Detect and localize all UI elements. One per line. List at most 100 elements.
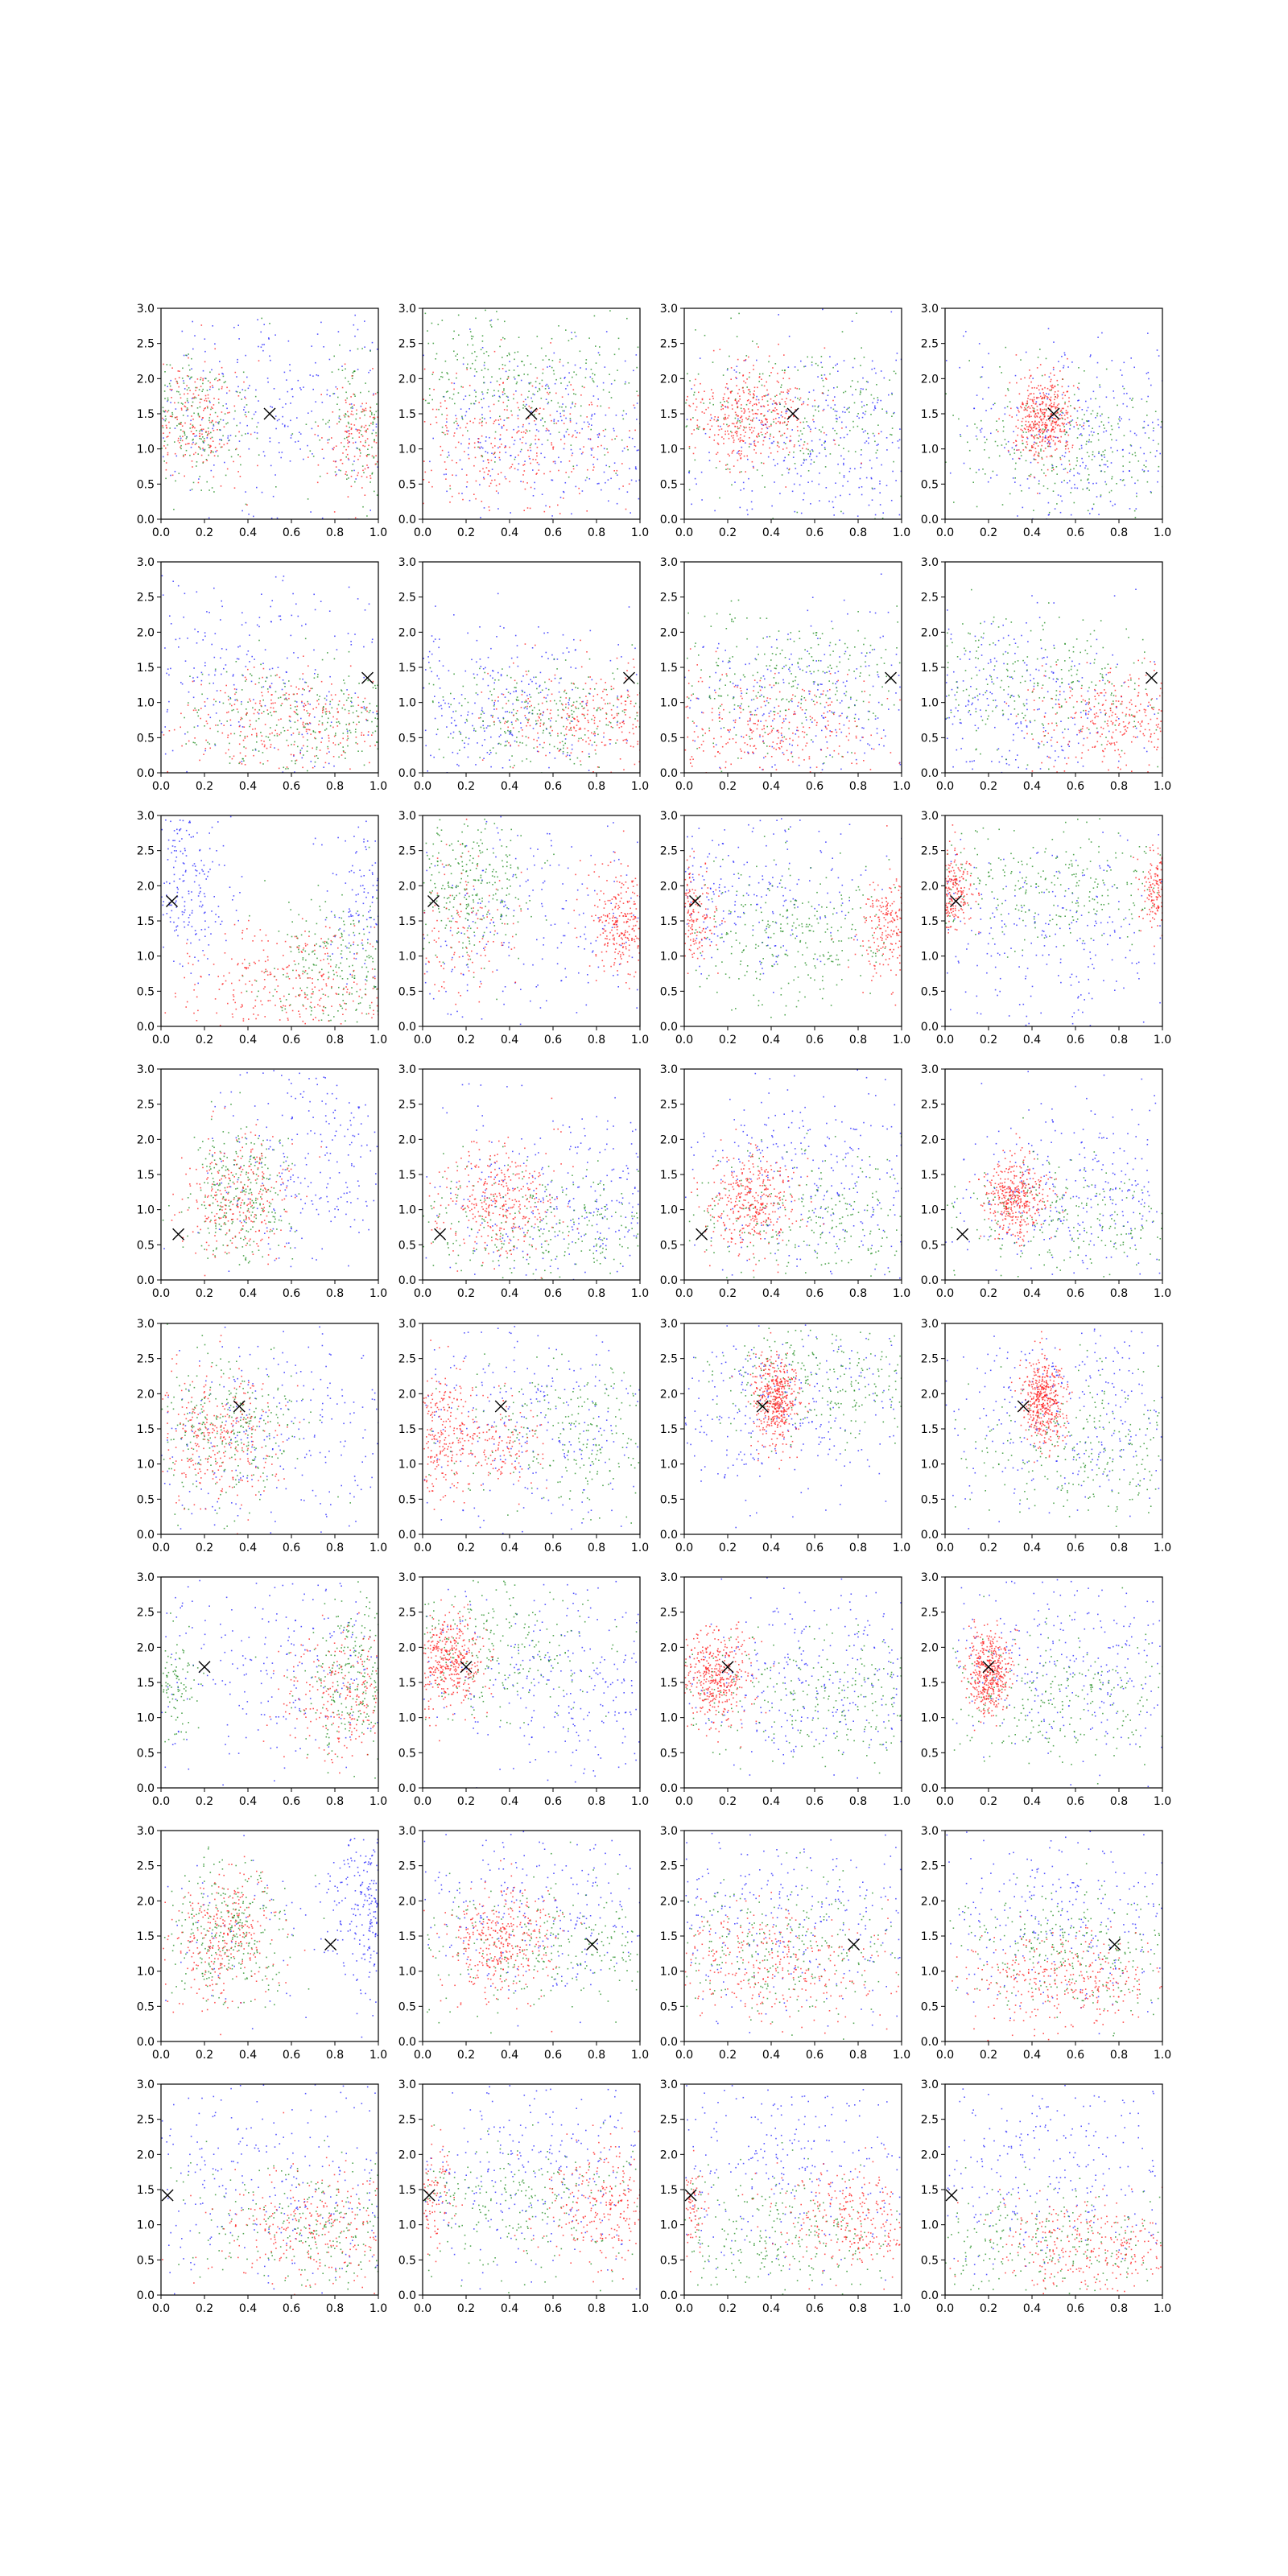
red-point	[204, 748, 207, 749]
red-point	[803, 444, 805, 446]
blue-point	[535, 429, 538, 431]
green-point	[177, 402, 180, 404]
red-point	[328, 737, 330, 739]
red-point	[316, 707, 317, 708]
blue-point	[434, 696, 436, 697]
red-point	[180, 397, 182, 399]
blue-point	[843, 464, 844, 466]
green-point	[270, 675, 272, 677]
red-point	[458, 493, 460, 494]
red-point	[736, 385, 737, 386]
blue-point	[208, 388, 211, 390]
red-point	[689, 406, 691, 407]
red-point	[341, 386, 344, 389]
green-point	[597, 707, 599, 709]
red-point	[504, 447, 506, 448]
blue-point	[258, 712, 260, 715]
blue-point	[514, 740, 516, 742]
blue-point	[299, 431, 300, 433]
blue-point	[299, 751, 301, 753]
blue-point	[355, 478, 357, 480]
red-point	[616, 469, 618, 472]
red-point	[1045, 437, 1047, 439]
red-point	[739, 417, 741, 419]
red-point	[489, 510, 490, 511]
green-point	[187, 731, 188, 733]
red-point	[228, 711, 229, 713]
blue-point	[301, 693, 303, 696]
red-point	[728, 433, 729, 435]
green-point	[491, 700, 493, 702]
red-point	[536, 461, 539, 464]
blue-point	[245, 666, 247, 667]
green-point	[726, 423, 728, 426]
green-point	[362, 701, 365, 703]
green-point	[497, 400, 500, 402]
green-point	[751, 409, 753, 411]
green-point	[1097, 433, 1099, 435]
red-point	[1039, 415, 1042, 418]
red-point	[1042, 450, 1045, 452]
red-point	[1031, 398, 1033, 401]
green-point	[573, 683, 575, 685]
green-point	[455, 355, 456, 357]
green-point	[997, 444, 999, 447]
green-point	[229, 703, 231, 705]
red-point	[293, 754, 295, 756]
red-point	[312, 747, 313, 749]
red-point	[363, 427, 365, 428]
red-point	[757, 441, 759, 443]
green-point	[1088, 474, 1090, 476]
red-point	[525, 429, 527, 431]
red-point	[726, 400, 728, 402]
blue-point	[875, 372, 877, 374]
green-point	[559, 700, 561, 702]
blue-point	[604, 366, 606, 368]
red-point	[205, 739, 207, 741]
red-point	[1054, 386, 1056, 387]
red-point	[445, 469, 447, 470]
red-point	[372, 394, 374, 396]
blue-point	[993, 403, 994, 406]
green-point	[509, 353, 510, 356]
red-point	[272, 707, 275, 709]
red-point	[497, 419, 500, 421]
blue-point	[262, 686, 265, 687]
red-point	[1042, 396, 1043, 398]
red-point	[230, 733, 232, 735]
red-point	[1051, 385, 1053, 387]
red-point	[555, 392, 557, 394]
red-point	[506, 429, 508, 431]
green-point	[485, 309, 486, 312]
blue-point	[1103, 464, 1105, 465]
green-point	[1132, 398, 1133, 399]
green-point	[861, 406, 863, 408]
red-point	[254, 702, 257, 704]
red-point	[735, 377, 737, 378]
red-point	[877, 432, 880, 435]
green-point	[731, 390, 733, 392]
green-point	[994, 402, 996, 404]
green-point	[562, 751, 564, 753]
green-point	[458, 334, 460, 336]
green-point	[163, 411, 165, 413]
green-point	[188, 353, 189, 355]
green-point	[542, 372, 544, 374]
red-point	[325, 708, 327, 710]
blue-point	[561, 419, 563, 422]
blue-point	[501, 693, 503, 695]
red-point	[336, 725, 339, 727]
blue-point	[262, 344, 263, 345]
green-point	[182, 367, 184, 369]
red-point	[592, 447, 594, 449]
red-point	[1034, 453, 1036, 456]
red-point	[215, 421, 217, 423]
blue-point	[453, 720, 456, 721]
blue-point	[180, 437, 182, 440]
green-point	[432, 701, 434, 704]
green-point	[693, 394, 695, 396]
blue-point	[461, 417, 463, 419]
red-point	[720, 428, 723, 430]
green-point	[163, 410, 164, 412]
red-point	[784, 417, 786, 419]
